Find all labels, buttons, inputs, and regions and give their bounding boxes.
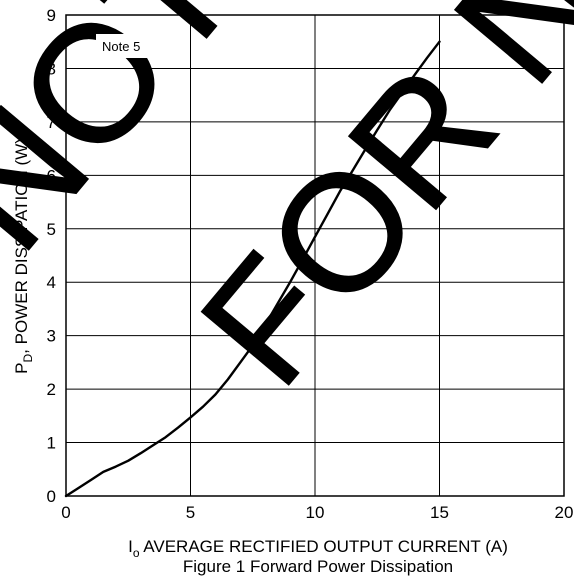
y-tick-label: 0: [47, 487, 56, 506]
figure-caption: Figure 1 Forward Power Dissipation: [183, 557, 453, 576]
x-axis-title: Io AVERAGE RECTIFIED OUTPUT CURRENT (A): [128, 537, 508, 560]
y-axis-title-subscript: D: [21, 353, 35, 362]
plot-area-frame: [65, 14, 565, 497]
watermark-line-1: NOT RECOMMENDED: [0, 0, 574, 282]
watermark-line-2: FOR NEW DESIGN: [166, 0, 574, 417]
y-tick-label: 2: [47, 380, 56, 399]
y-axis-title-text: , POWER DISSIPATION (W): [12, 138, 31, 354]
y-tick-label: 4: [47, 273, 56, 292]
y-tick-label: 7: [47, 113, 56, 132]
y-tick-label: 3: [47, 327, 56, 346]
y-axis-title-symbol: P: [12, 362, 31, 373]
y-tick-label: 9: [47, 6, 56, 25]
x-axis-title-subscript: o: [133, 546, 140, 560]
y-tick-label: 8: [47, 59, 56, 78]
y-tick-label: 5: [47, 220, 56, 239]
y-tick-labels: 0 1 2 3 4 5 6 7 8 9: [47, 6, 56, 506]
x-tick-label: 10: [306, 503, 325, 522]
note-5-label: Note 5: [102, 39, 140, 54]
y-tick-label: 6: [47, 166, 56, 185]
x-tick-labels: 0 5 10 15 20: [61, 503, 573, 522]
x-axis-title-symbol: I: [128, 537, 133, 556]
y-tick-label: 1: [47, 434, 56, 453]
x-tick-label: 0: [61, 503, 70, 522]
x-tick-label: 5: [186, 503, 195, 522]
power-dissipation-curve: [64, 40, 441, 498]
series-layer: [64, 40, 441, 498]
note-box: [96, 34, 160, 58]
x-tick-label: 20: [555, 503, 574, 522]
x-tick-label: 15: [430, 503, 449, 522]
grid-lines: [66, 15, 564, 496]
x-axis-title-text: AVERAGE RECTIFIED OUTPUT CURRENT (A): [140, 537, 508, 556]
watermark: NOT RECOMMENDED FOR NEW DESIGN: [0, 0, 574, 418]
y-axis-title: PD, POWER DISSIPATION (W): [12, 138, 35, 374]
